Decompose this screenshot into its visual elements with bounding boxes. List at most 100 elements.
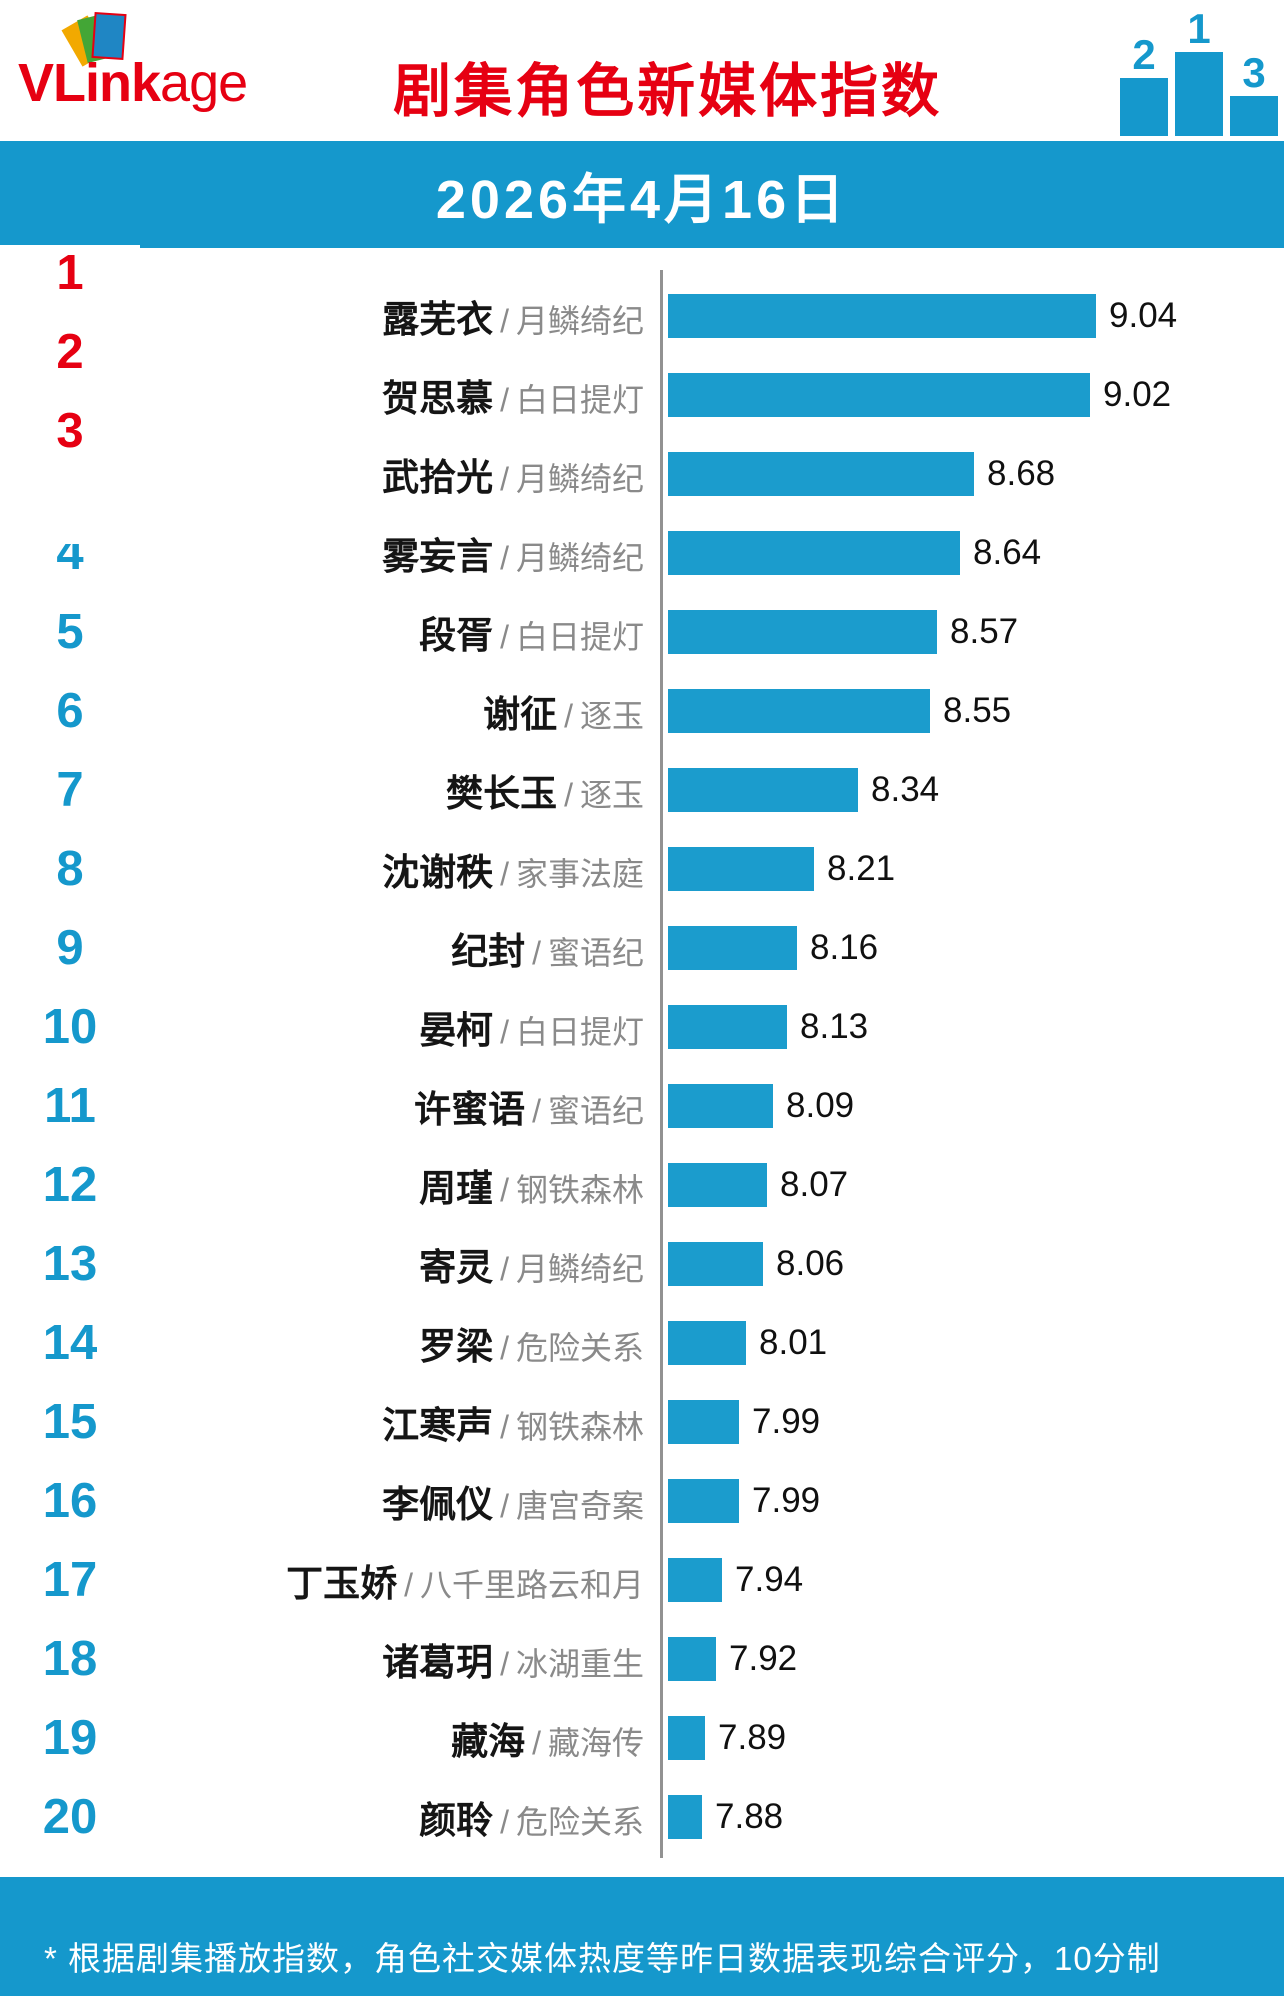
- podium-second-place: 2: [1120, 34, 1168, 136]
- score-value: 8.34: [871, 769, 940, 809]
- character-label: 沈谢秩 / 家事法庭: [140, 842, 660, 896]
- score-bar: [668, 293, 1096, 338]
- ranking-bar-chart: 1 露芜衣 / 月鳞绮纪 9.04 2 贺思慕 / 白日提灯 9.02 3 武拾光 / 月鳞…: [0, 245, 1284, 1877]
- score-value: 8.09: [786, 1085, 855, 1125]
- score-bar: [668, 925, 797, 970]
- character-label: 纪封 / 蜜语纪: [140, 921, 660, 975]
- character-label: 段胥 / 白日提灯: [140, 605, 660, 659]
- bar-area: 7.88: [660, 1794, 1284, 1839]
- drama-name: 月鳞绮纪: [515, 1250, 644, 1287]
- character-name: 许蜜语: [414, 1088, 526, 1130]
- rank-number: 13: [42, 1236, 98, 1291]
- separator: /: [500, 1803, 509, 1840]
- score-value: 8.16: [810, 927, 879, 967]
- score-value: 9.02: [1103, 374, 1172, 414]
- score-bar: [668, 1004, 787, 1049]
- score-bar: [668, 1715, 705, 1760]
- character-name: 段胥: [419, 614, 494, 656]
- drama-name: 蜜语纪: [547, 1092, 644, 1129]
- score-value: 9.04: [1109, 295, 1178, 335]
- bar-area: 8.57: [660, 609, 1284, 654]
- bar-area: 7.92: [660, 1636, 1284, 1681]
- character-label: 晏柯 / 白日提灯: [140, 1000, 660, 1054]
- character-name: 藏海: [451, 1720, 526, 1762]
- drama-name: 白日提灯: [515, 1013, 644, 1050]
- bar-area: 8.07: [660, 1162, 1284, 1207]
- ranking-row: 15 江寒声 / 钢铁森林 7.99: [0, 1382, 1284, 1461]
- ranking-row: 18 诸葛玥 / 冰湖重生 7.92: [0, 1619, 1284, 1698]
- bar-area: 8.55: [660, 688, 1284, 733]
- character-label: 樊长玉 / 逐玉: [140, 763, 660, 817]
- score-value: 8.06: [776, 1243, 845, 1283]
- score-value: 7.94: [735, 1559, 804, 1599]
- ranking-row: 3 武拾光 / 月鳞绮纪 8.68: [0, 403, 1284, 544]
- drama-name: 危险关系: [515, 1329, 644, 1366]
- score-value: 8.01: [759, 1322, 828, 1362]
- score-value: 7.99: [752, 1401, 821, 1441]
- drama-name: 逐玉: [579, 697, 644, 734]
- separator: /: [532, 1092, 541, 1129]
- separator: /: [500, 381, 509, 418]
- drama-name: 钢铁森林: [515, 1171, 644, 1208]
- character-name: 纪封: [451, 930, 526, 972]
- score-bar: [668, 530, 960, 575]
- ranking-row: 19 藏海 / 藏海传 7.89: [0, 1698, 1284, 1777]
- score-bar: [668, 1320, 746, 1365]
- ranking-row: 14 罗梁 / 危险关系 8.01: [0, 1303, 1284, 1382]
- ranking-row: 7 樊长玉 / 逐玉 8.34: [0, 750, 1284, 829]
- page-title: 剧集角色新媒体指数: [393, 59, 943, 124]
- drama-name: 家事法庭: [515, 855, 644, 892]
- separator: /: [564, 776, 573, 813]
- podium-number-2: 2: [1132, 31, 1156, 78]
- ranking-row: 11 许蜜语 / 蜜语纪 8.09: [0, 1066, 1284, 1145]
- score-value: 8.13: [800, 1006, 869, 1046]
- bar-area: 7.99: [660, 1478, 1284, 1523]
- rank-number: 19: [42, 1710, 98, 1765]
- score-value: 8.68: [987, 453, 1056, 493]
- bar-area: 8.21: [660, 846, 1284, 891]
- character-name: 沈谢秩: [382, 851, 494, 893]
- score-value: 8.21: [827, 848, 896, 888]
- header: VLinkage 剧集角色新媒体指数 2 1 3: [0, 0, 1284, 141]
- ranking-row: 16 李佩仪 / 唐宫奇案 7.99: [0, 1461, 1284, 1540]
- character-name: 武拾光: [382, 456, 494, 498]
- separator: /: [500, 855, 509, 892]
- score-bar: [668, 688, 930, 733]
- character-name: 雾妄言: [382, 535, 494, 577]
- logo-fan-icon: [61, 11, 127, 67]
- bar-area: 8.09: [660, 1083, 1284, 1128]
- separator: /: [404, 1566, 413, 1603]
- ranking-row: 6 谢征 / 逐玉 8.55: [0, 671, 1284, 750]
- ranking-row: 4 雾妄言 / 月鳞绮纪 8.64: [0, 513, 1284, 592]
- bar-area: 8.01: [660, 1320, 1284, 1365]
- character-label: 贺思慕 / 白日提灯: [140, 368, 660, 422]
- score-bar: [668, 1399, 739, 1444]
- separator: /: [500, 539, 509, 576]
- ranking-row: 13 寄灵 / 月鳞绮纪 8.06: [0, 1224, 1284, 1303]
- drama-name: 蜜语纪: [547, 934, 644, 971]
- drama-name: 月鳞绮纪: [515, 460, 644, 497]
- score-bar: [668, 1478, 739, 1523]
- podium-block-second: [1120, 78, 1168, 136]
- drama-name: 危险关系: [515, 1803, 644, 1840]
- score-value: 7.92: [729, 1638, 798, 1678]
- bar-area: 9.02: [660, 372, 1284, 417]
- date-banner: 2026年4月16日: [0, 141, 1284, 248]
- rank-number: 7: [56, 762, 84, 817]
- ranking-row: 12 周瑾 / 钢铁森林 8.07: [0, 1145, 1284, 1224]
- footer-note: * 根据剧集播放指数，角色社交媒体热度等昨日数据表现综合评分，10分制: [44, 1940, 1161, 1977]
- rank-number: 17: [42, 1552, 98, 1607]
- separator: /: [500, 1329, 509, 1366]
- character-label: 罗梁 / 危险关系: [140, 1316, 660, 1370]
- separator: /: [532, 1724, 541, 1761]
- separator: /: [500, 460, 509, 497]
- separator: /: [500, 302, 509, 339]
- rank-number: 6: [56, 683, 84, 738]
- bar-area: 8.68: [660, 451, 1284, 496]
- drama-name: 逐玉: [579, 776, 644, 813]
- character-label: 周瑾 / 钢铁森林: [140, 1158, 660, 1212]
- podium-third-place: 3: [1230, 52, 1278, 136]
- character-name: 晏柯: [419, 1009, 494, 1051]
- podium-first-place: 1: [1175, 8, 1223, 136]
- ranking-row: 1 露芜衣 / 月鳞绮纪 9.04: [0, 245, 1284, 386]
